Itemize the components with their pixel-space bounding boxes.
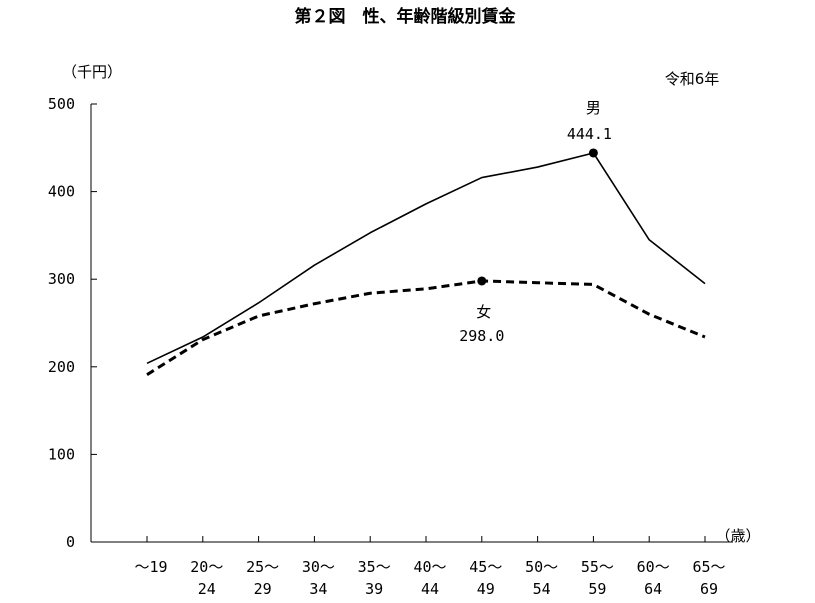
y-tick-label: 500 (48, 95, 75, 113)
x-tick-label: 25～ (246, 558, 279, 576)
x-tick-label-sub: 69 (700, 580, 718, 598)
x-tick-label: 50～ (525, 558, 558, 576)
series-lines (146, 152, 706, 376)
year-note: 令和6年 (665, 70, 720, 88)
x-tick-label-sub: 54 (533, 580, 551, 598)
series-marker (477, 276, 487, 286)
series-line-female (146, 279, 706, 376)
x-tick-label: 30～ (302, 558, 335, 576)
x-tick-label: ～19 (134, 558, 167, 576)
x-tick-label-sub: 34 (309, 580, 327, 598)
x-tick-label-sub: 59 (588, 580, 606, 598)
x-axis-label: （歳） (715, 527, 760, 545)
x-tick-label: 40～ (413, 558, 446, 576)
x-tick-label: 35～ (358, 558, 391, 576)
x-tick-label: 20～ (190, 558, 223, 576)
x-tick-label-sub: 29 (254, 580, 272, 598)
x-tick-label-sub: 39 (365, 580, 383, 598)
x-tick-label-sub: 44 (421, 580, 439, 598)
series-marker (588, 148, 598, 158)
x-tick-label: 55～ (581, 558, 614, 576)
x-tick-label-sub: 49 (477, 580, 495, 598)
x-tick-label: 65～ (692, 558, 725, 576)
x-tick-label-sub: 24 (198, 580, 216, 598)
y-axis-ticks: 0 100 200 300 400 500 (48, 95, 97, 551)
series-name-label: 男 (586, 99, 601, 117)
x-axis-ticks: ～19 20～ 24 25～ 29 30～ 34 35～ 39 40～ 44 45～ 49 50～ 54 55… (134, 536, 726, 598)
x-tick-label: 45～ (469, 558, 502, 576)
axes (90, 104, 733, 543)
chart-title: 第２図 性、年齢階級別賃金 (295, 6, 517, 27)
data-label: 298.0 (459, 327, 504, 345)
y-tick-label: 200 (48, 358, 75, 376)
y-tick-label: 300 (48, 270, 75, 288)
y-axis-unit-label: （千円） (62, 63, 122, 81)
y-tick-label: 400 (48, 183, 75, 201)
y-tick-label: 0 (66, 533, 75, 551)
x-tick-label-sub: 64 (644, 580, 662, 598)
series-annotations: 男 444.1 女 298.0 (459, 99, 612, 345)
x-tick-label: 60～ (637, 558, 670, 576)
data-label: 444.1 (567, 125, 612, 143)
y-tick-label: 100 (48, 445, 75, 463)
series-line-male (146, 152, 706, 365)
series-name-label: 女 (476, 303, 491, 321)
